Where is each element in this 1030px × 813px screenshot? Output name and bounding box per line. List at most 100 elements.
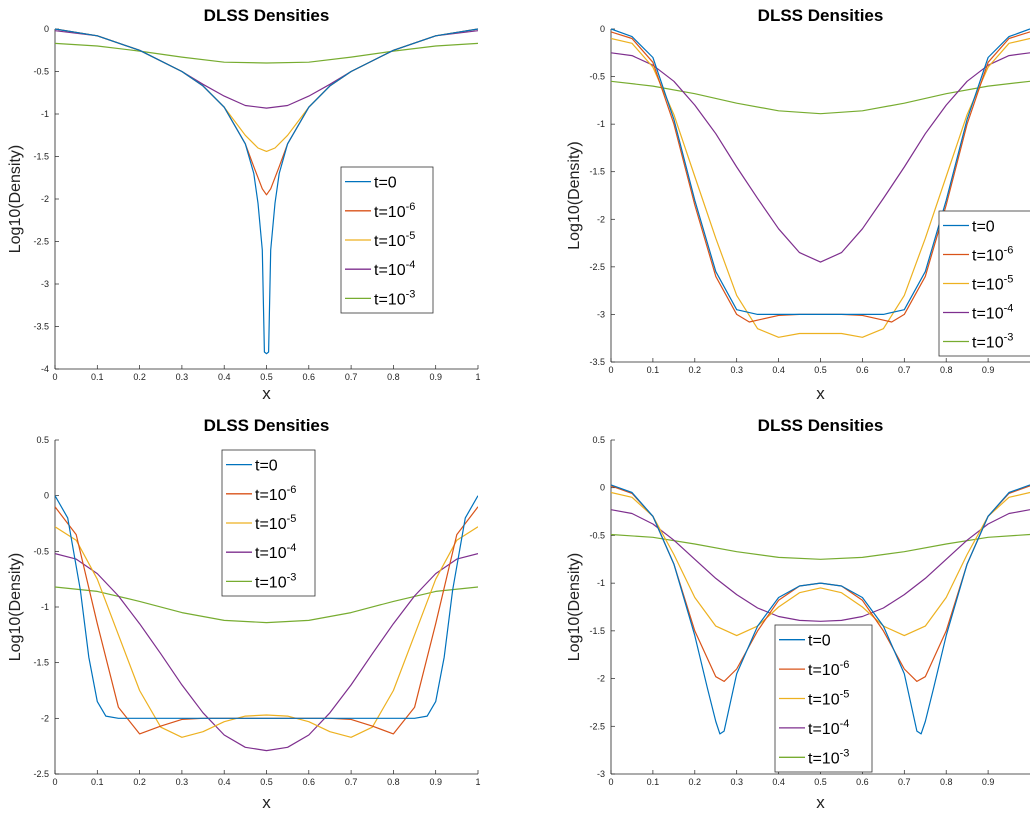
y-tick-label: -3.5: [589, 357, 605, 367]
x-tick-label: 0.4: [772, 777, 785, 787]
legend-label: t=10-4: [808, 718, 849, 738]
legend-label: t=10-3: [972, 332, 1013, 352]
legend-label: t=0: [808, 633, 831, 650]
legend: t=0 t=10-6 t=10-5 t=10-4 t=10-3: [340, 166, 434, 314]
chart-title: DLSS Densities: [204, 416, 330, 435]
series-line-t1e-5: [611, 491, 1030, 637]
legend-label: t=10-4: [255, 542, 296, 562]
x-tick-label: 0: [52, 777, 57, 787]
legend-label: t=10-6: [255, 484, 296, 504]
legend-label: t=10-3: [374, 288, 415, 308]
y-tick-label: -2: [597, 214, 605, 224]
x-tick-label: 0.7: [898, 365, 911, 375]
chart-panel-1: DLSS Densities 0 0.1 0.2 0.3 0.4 0.5 0.6 0.7 0.8 0…: [7, 6, 481, 403]
legend-label: t=10-4: [374, 259, 415, 279]
y-tick-label: -2: [41, 194, 49, 204]
x-tick-label: 0.7: [898, 777, 911, 787]
x-tick-label: 0.3: [730, 365, 743, 375]
x-tick-label: 0.1: [91, 777, 104, 787]
x-tick-label: 0.2: [133, 777, 146, 787]
series-line-t1e-5: [55, 28, 478, 152]
series-line-t0: [55, 495, 478, 719]
x-tick-label: 0.5: [814, 365, 827, 375]
y-tick-label: -1: [597, 578, 605, 588]
legend-label: t=10-3: [808, 747, 849, 767]
y-tick-label: 0: [600, 483, 605, 493]
legend-label: t=10-5: [374, 230, 415, 250]
y-tick-label: -1.5: [33, 152, 49, 162]
x-tick-label: 0.4: [218, 372, 231, 382]
x-tick-label: 0.5: [260, 372, 273, 382]
series-line-t1e-5: [55, 526, 478, 738]
x-tick-label: 0.4: [772, 365, 785, 375]
x-tick-label: 1: [475, 777, 480, 787]
series-line-t1e-4: [55, 553, 478, 752]
y-tick-label: 0: [44, 24, 49, 34]
x-tick-label: 0.9: [429, 777, 442, 787]
series-line-t1e-3: [611, 533, 1030, 560]
x-tick-label: 0.6: [303, 372, 316, 382]
legend-label: t=10-5: [255, 513, 296, 533]
y-tick-label: -1.5: [589, 167, 605, 177]
y-tick-label: 0.5: [36, 435, 49, 445]
y-tick-label: -2: [41, 713, 49, 723]
x-tick-label: 0.9: [982, 777, 995, 787]
legend: t=0 t=10-6 t=10-5 t=10-4 t=10-3: [774, 624, 873, 773]
legend-label: t=0: [374, 175, 397, 192]
x-axis-label: x: [262, 793, 271, 812]
x-tick-label: 0.9: [982, 365, 995, 375]
chart-panel-2: DLSS Densities 0 0.1 0.2 0.3 0.4 0.5 0.6 0.7 0.8 0…: [566, 6, 1030, 403]
legend-label: t=10-4: [972, 303, 1013, 323]
y-tick-label: -2: [597, 674, 605, 684]
x-tick-label: 0.6: [856, 365, 869, 375]
x-tick-label: 0.6: [856, 777, 869, 787]
series-line-t0: [55, 28, 478, 355]
x-tick-label: 0: [608, 365, 613, 375]
chart-title: DLSS Densities: [204, 6, 330, 25]
chart-title: DLSS Densities: [758, 6, 884, 25]
x-tick-label: 0.2: [689, 777, 702, 787]
x-axis-label: x: [816, 384, 825, 403]
legend: t=0 t=10-6 t=10-5 t=10-4 t=10-3: [938, 210, 1030, 357]
y-tick-label: -2.5: [589, 721, 605, 731]
legend-label: t=10-6: [972, 245, 1013, 265]
series-line-t0: [611, 484, 1030, 735]
chart-title: DLSS Densities: [758, 416, 884, 435]
y-tick-label: -3: [41, 279, 49, 289]
x-tick-label: 0.2: [689, 365, 702, 375]
x-tick-label: 0.3: [176, 777, 189, 787]
x-tick-label: 1: [475, 372, 480, 382]
y-tick-label: -0.5: [589, 530, 605, 540]
x-tick-label: 0.7: [345, 777, 358, 787]
series-group: [611, 484, 1030, 735]
x-tick-label: 0.7: [345, 372, 358, 382]
series-group: [55, 495, 478, 752]
y-tick-label: -2.5: [589, 262, 605, 272]
legend-label: t=10-3: [255, 571, 296, 591]
y-tick-label: -3: [597, 309, 605, 319]
y-tick-label: -1.5: [33, 658, 49, 668]
series-line-t1e-5: [611, 37, 1030, 338]
series-group: [55, 28, 478, 355]
x-tick-label: 0.1: [647, 777, 660, 787]
legend: t=0 t=10-6 t=10-5 t=10-4 t=10-3: [221, 449, 316, 597]
y-tick-label: -2.5: [33, 769, 49, 779]
x-tick-label: 0.3: [176, 372, 189, 382]
y-axis-label: Log10(Density): [7, 553, 24, 662]
series-line-t1e-4: [55, 30, 478, 109]
legend-label: t=0: [255, 458, 278, 475]
x-tick-label: 0.6: [303, 777, 316, 787]
y-tick-label: -4: [41, 364, 49, 374]
x-tick-label: 0.1: [91, 372, 104, 382]
y-tick-label: -2.5: [33, 237, 49, 247]
x-tick-label: 0.4: [218, 777, 231, 787]
series-line-t1e-4: [611, 509, 1030, 622]
legend-label: t=10-6: [808, 659, 849, 679]
x-tick-label: 0.3: [730, 777, 743, 787]
y-axis-label: Log10(Density): [7, 145, 24, 254]
y-tick-label: 0: [600, 24, 605, 34]
series-group: [611, 28, 1030, 338]
x-tick-label: 0: [52, 372, 57, 382]
y-tick-label: -1: [597, 119, 605, 129]
